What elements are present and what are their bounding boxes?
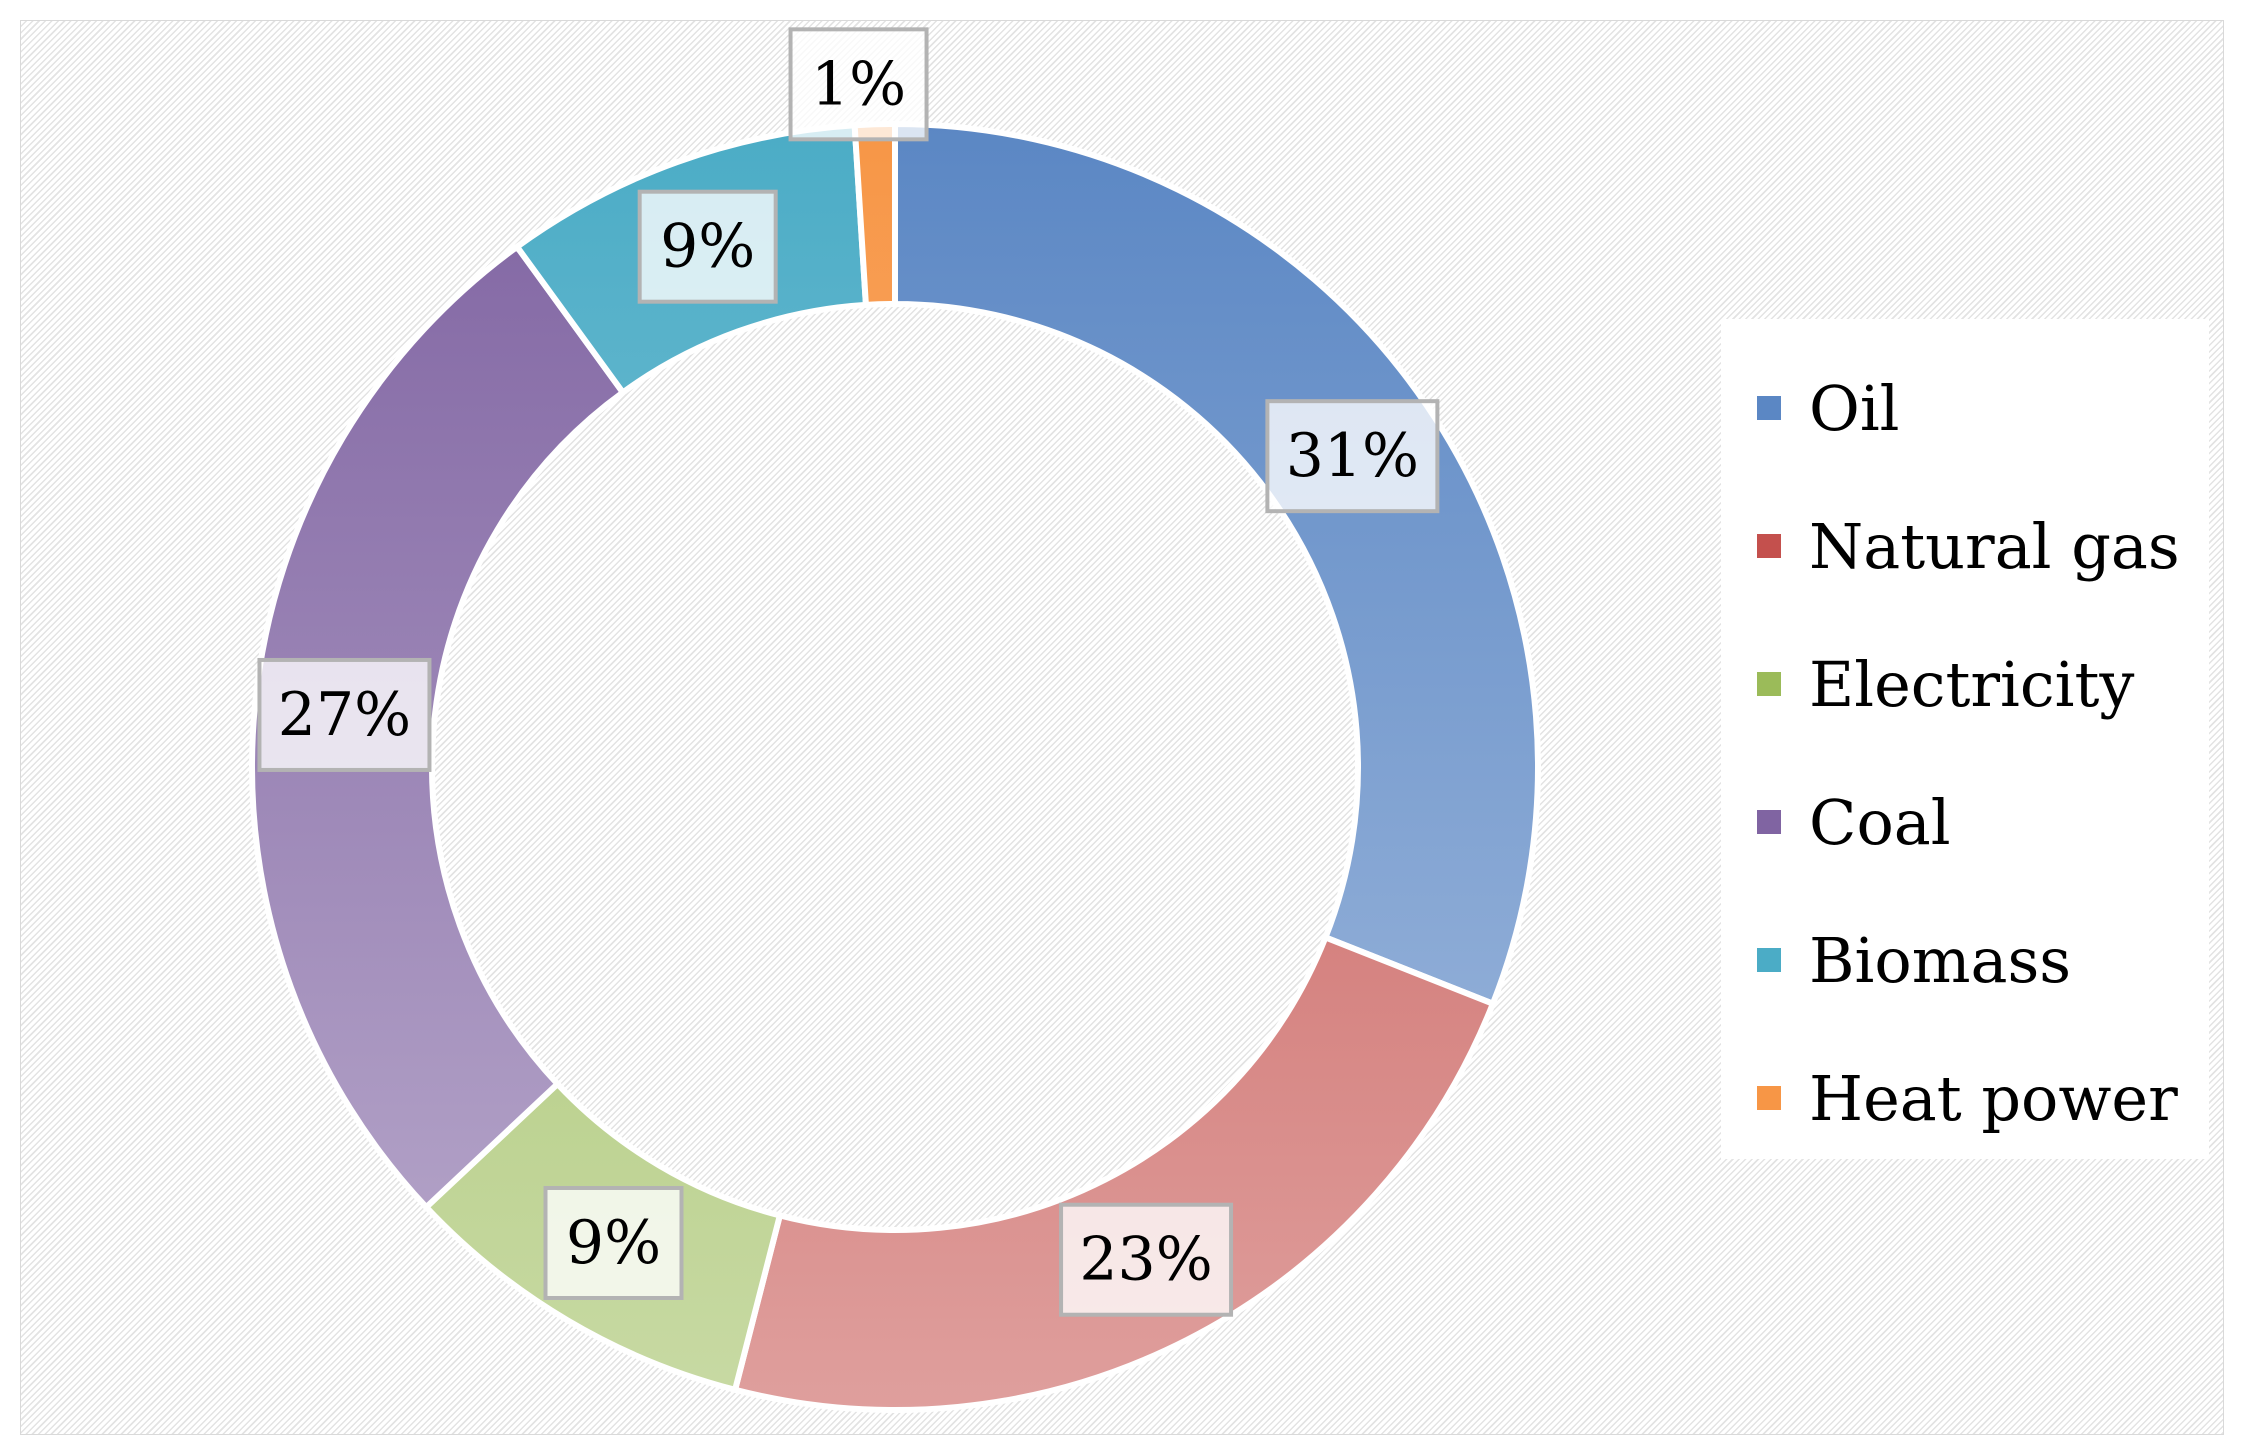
data-label-oil: 31% — [1265, 399, 1440, 514]
data-label-box-oil — [1265, 399, 1440, 514]
legend-swatch-electricity — [1757, 672, 1781, 696]
data-label-box-electricity — [543, 1185, 684, 1300]
legend-item-coal: Coal — [1757, 753, 2209, 891]
data-label-biomass: 9% — [637, 189, 778, 304]
data-label-text-electricity: 9% — [566, 1208, 661, 1278]
legend-swatch-coal — [1757, 810, 1781, 834]
legend-label-coal: Coal — [1809, 785, 1951, 859]
donut-slice-natural-gas — [731, 933, 1497, 1413]
data-label-box-coal — [257, 657, 432, 772]
data-label-heat-power: 1% — [788, 27, 929, 142]
legend-swatch-natural-gas — [1757, 534, 1781, 558]
data-label-text-oil: 31% — [1286, 421, 1419, 491]
legend-label-biomass: Biomass — [1809, 923, 2072, 997]
legend-swatch-heat-power — [1757, 1086, 1781, 1110]
legend-item-oil: Oil — [1757, 339, 2209, 477]
legend-label-oil: Oil — [1809, 371, 1900, 445]
legend-item-heat-power: Heat power — [1757, 1029, 2209, 1167]
data-label-electricity: 9% — [543, 1185, 684, 1300]
legend-label-natural-gas: Natural gas — [1809, 509, 2180, 583]
legend-swatch-oil — [1757, 396, 1781, 420]
data-label-natural-gas: 23% — [1059, 1202, 1234, 1317]
legend: Oil Natural gas Electricity Coal Biomass… — [1721, 319, 2209, 1159]
data-label-box-biomass — [637, 189, 778, 304]
legend-label-heat-power: Heat power — [1809, 1061, 2178, 1135]
donut-chart: 31% 23% 9% 27% 9% 1% — [249, 27, 1541, 1413]
donut-slice-coal — [249, 242, 628, 1212]
legend-swatch-biomass — [1757, 948, 1781, 972]
data-label-text-coal: 27% — [278, 680, 411, 750]
data-label-box-natural-gas — [1059, 1202, 1234, 1317]
legend-label-electricity: Electricity — [1809, 647, 2135, 721]
data-label-text-natural-gas: 23% — [1079, 1225, 1212, 1295]
data-label-box-heat-power — [788, 27, 929, 142]
legend-item-natural-gas: Natural gas — [1757, 477, 2209, 615]
data-label-text-biomass: 9% — [660, 212, 755, 282]
legend-item-electricity: Electricity — [1757, 615, 2209, 753]
data-label-text-heat-power: 1% — [811, 49, 906, 119]
chart-area: 31% 23% 9% 27% 9% 1% Oil Natural gas Electric… — [20, 20, 2224, 1435]
data-label-coal: 27% — [257, 657, 432, 772]
donut-slice-oil — [892, 120, 1541, 1008]
legend-item-biomass: Biomass — [1757, 891, 2209, 1029]
